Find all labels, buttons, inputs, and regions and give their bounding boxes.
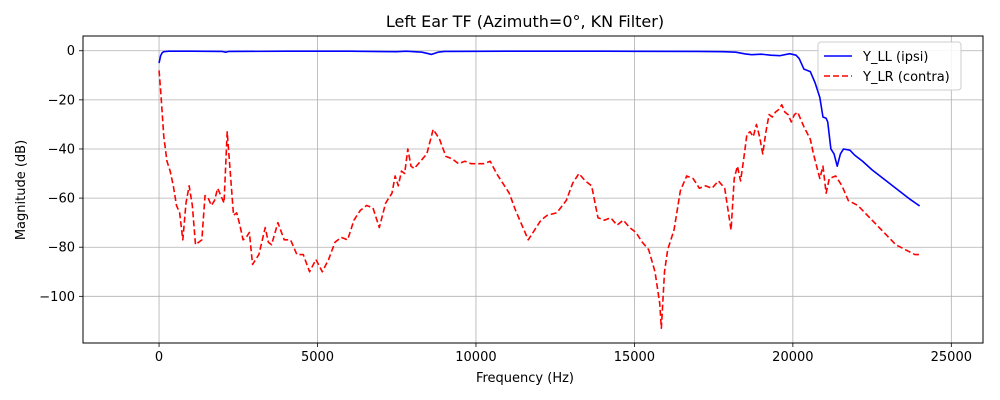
legend-label-ipsi: Y_LL (ipsi) (862, 50, 928, 65)
x-tick-label: 15000 (614, 350, 655, 365)
x-axis: 0 5000 10000 15000 20000 25000 (155, 343, 972, 365)
y-tick-label: −60 (48, 192, 75, 207)
x-axis-label: Frequency (Hz) (476, 371, 574, 386)
x-tick-label: 5000 (301, 350, 334, 365)
x-tick-label: 0 (155, 350, 163, 365)
y-tick-label: −80 (48, 241, 75, 256)
y-tick-label: −40 (48, 142, 75, 157)
series-layer (158, 50, 921, 330)
legend: Y_LL (ipsi) Y_LR (contra) (817, 41, 962, 91)
x-tick-label: 10000 (455, 350, 496, 365)
x-tick-label: 20000 (772, 350, 813, 365)
series-line-ipsi (158, 50, 921, 207)
plot-frame (82, 35, 984, 344)
y-tick-label: −20 (48, 93, 75, 108)
y-tick-label: 0 (67, 44, 75, 59)
chart-title: Left Ear TF (Azimuth=0°, KN Filter) (386, 12, 664, 31)
y-axis: 0 −20 −40 −60 −80 −100 (39, 44, 83, 305)
legend-label-contra: Y_LR (contra) (862, 70, 950, 85)
x-tick-label: 25000 (931, 350, 972, 365)
y-tick-label: −100 (39, 290, 75, 305)
y-axis-label: Magnitude (dB) (14, 140, 29, 240)
series-line-contra (158, 70, 920, 330)
legend-box (817, 41, 962, 91)
